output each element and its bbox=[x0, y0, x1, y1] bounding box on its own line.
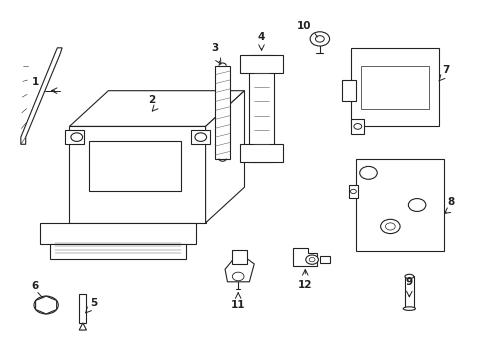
Text: 8: 8 bbox=[447, 197, 454, 207]
Bar bbox=[89, 141, 181, 191]
Bar bbox=[191, 130, 210, 144]
Bar bbox=[341, 80, 356, 102]
Bar bbox=[351, 48, 438, 126]
Bar bbox=[361, 66, 428, 109]
Polygon shape bbox=[36, 296, 57, 314]
Text: 4: 4 bbox=[257, 32, 264, 42]
Bar bbox=[64, 130, 84, 144]
Polygon shape bbox=[79, 323, 86, 330]
Bar bbox=[356, 158, 443, 251]
Polygon shape bbox=[50, 244, 186, 258]
Circle shape bbox=[34, 296, 58, 314]
Bar bbox=[79, 294, 86, 323]
Polygon shape bbox=[215, 66, 229, 158]
Circle shape bbox=[305, 255, 318, 264]
Polygon shape bbox=[224, 257, 254, 282]
Bar bbox=[351, 119, 363, 134]
Text: 12: 12 bbox=[297, 280, 312, 290]
Bar bbox=[348, 185, 357, 198]
Bar bbox=[239, 144, 283, 162]
Text: 11: 11 bbox=[230, 300, 245, 310]
Ellipse shape bbox=[404, 274, 413, 279]
Text: 1: 1 bbox=[32, 77, 39, 87]
Bar bbox=[320, 256, 329, 263]
Bar bbox=[404, 276, 413, 309]
Text: 5: 5 bbox=[90, 298, 97, 308]
Bar bbox=[249, 55, 273, 162]
Text: 10: 10 bbox=[297, 21, 311, 31]
Text: 6: 6 bbox=[32, 281, 39, 291]
Circle shape bbox=[309, 32, 329, 46]
Polygon shape bbox=[69, 126, 205, 223]
Polygon shape bbox=[205, 91, 244, 223]
Polygon shape bbox=[21, 48, 62, 144]
Text: 2: 2 bbox=[148, 95, 155, 105]
Text: 9: 9 bbox=[405, 277, 412, 287]
Text: 7: 7 bbox=[442, 64, 449, 75]
Polygon shape bbox=[69, 91, 244, 126]
Text: 3: 3 bbox=[211, 43, 219, 53]
Polygon shape bbox=[40, 223, 196, 244]
Ellipse shape bbox=[403, 307, 415, 310]
Bar bbox=[239, 55, 283, 73]
Bar bbox=[232, 249, 246, 264]
Polygon shape bbox=[292, 248, 317, 266]
